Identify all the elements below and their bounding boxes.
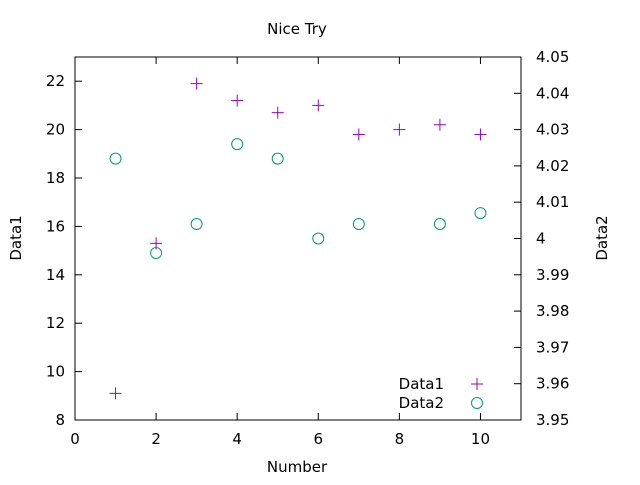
data1-point bbox=[271, 106, 284, 119]
y-tick-label: 20 bbox=[46, 121, 65, 139]
y2-tick-label: 3.99 bbox=[536, 266, 569, 284]
data1-point bbox=[352, 128, 365, 141]
y2-tick-label: 3.97 bbox=[536, 338, 569, 356]
x-tick-label: 0 bbox=[70, 430, 80, 448]
y-tick-label: 8 bbox=[55, 411, 65, 429]
y2-tick-label: 3.96 bbox=[536, 375, 569, 393]
plot-frame bbox=[74, 56, 522, 421]
y2-axis-label: Data2 bbox=[593, 215, 611, 260]
legend-label-data2: Data2 bbox=[399, 394, 444, 412]
data1-point bbox=[312, 99, 325, 112]
y-tick-label: 16 bbox=[46, 217, 65, 235]
y2-tick-label: 4.02 bbox=[536, 157, 569, 175]
data1-point bbox=[231, 94, 244, 107]
data1-point bbox=[474, 128, 487, 141]
legend-marker-data1 bbox=[471, 378, 483, 390]
data2-point bbox=[474, 207, 487, 220]
legend-marker-data2 bbox=[471, 397, 483, 409]
data1-point bbox=[393, 123, 406, 136]
y2-tick-label: 4.05 bbox=[536, 48, 569, 66]
x-tick-label: 6 bbox=[313, 430, 323, 448]
data2-point bbox=[109, 152, 122, 165]
data-points-layer bbox=[109, 77, 487, 400]
y-tick-label: 18 bbox=[46, 169, 65, 187]
legend-label-data1: Data1 bbox=[399, 375, 444, 393]
data2-point bbox=[150, 247, 163, 260]
data1-point bbox=[433, 118, 446, 131]
y2-tick-label: 4.01 bbox=[536, 193, 569, 211]
x-tick-label: 10 bbox=[471, 430, 490, 448]
x-tick-label: 2 bbox=[151, 430, 161, 448]
x-tick-label: 8 bbox=[395, 430, 405, 448]
y-tick-label: 14 bbox=[46, 266, 65, 284]
chart-title: Nice Try bbox=[267, 20, 327, 38]
data2-point bbox=[352, 217, 365, 230]
y2-tick-label: 4.03 bbox=[536, 121, 569, 139]
tick-layer: 0 2 4 6 8 10 8 10 12 14 16 18 20 22 3.95 3.96 3.97 3.98 3.… bbox=[46, 48, 570, 448]
data1-point bbox=[190, 77, 203, 90]
data1-point bbox=[109, 387, 122, 400]
data2-point bbox=[312, 232, 325, 245]
y2-tick-label: 4 bbox=[536, 230, 546, 248]
y-tick-label: 12 bbox=[46, 314, 65, 332]
data2-point bbox=[190, 217, 203, 230]
y-tick-label: 22 bbox=[46, 72, 65, 90]
x-axis-label: Number bbox=[267, 458, 328, 476]
data2-point bbox=[433, 217, 446, 230]
x-tick-label: 4 bbox=[232, 430, 242, 448]
y-tick-label: 10 bbox=[46, 363, 65, 381]
data2-point bbox=[231, 138, 244, 151]
y2-tick-label: 3.95 bbox=[536, 411, 569, 429]
data2-point bbox=[271, 152, 284, 165]
y2-tick-label: 4.04 bbox=[536, 84, 569, 102]
y-axis-label: Data1 bbox=[7, 215, 25, 260]
y2-tick-label: 3.98 bbox=[536, 302, 569, 320]
